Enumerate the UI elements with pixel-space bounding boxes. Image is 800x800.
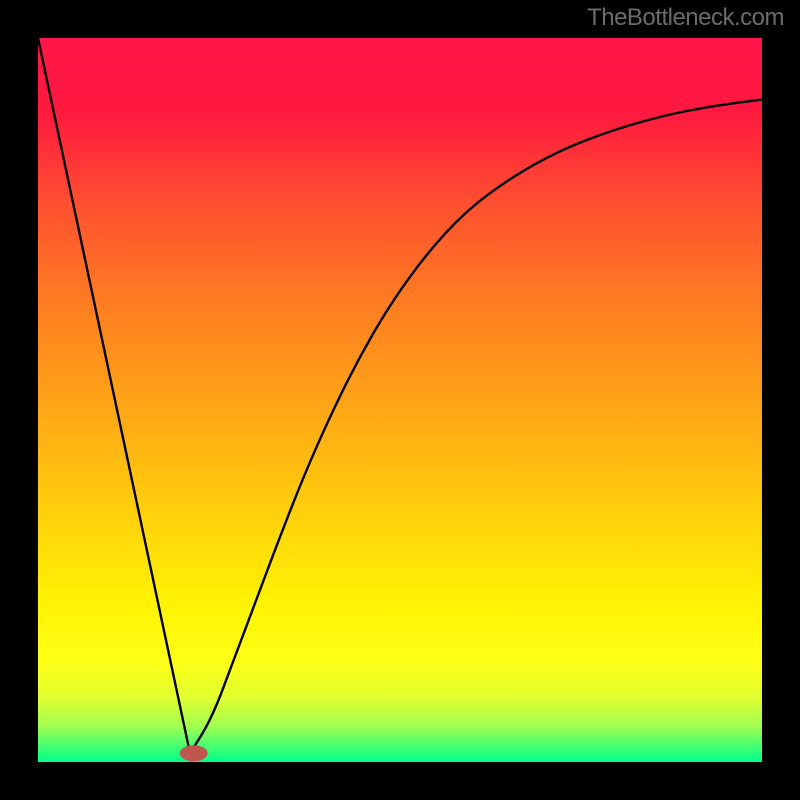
plot-background — [38, 38, 762, 762]
optimal-point-marker — [180, 745, 208, 761]
watermark-text: TheBottleneck.com — [587, 4, 784, 32]
chart-container: TheBottleneck.com — [0, 0, 800, 800]
bottleneck-chart — [0, 0, 800, 800]
